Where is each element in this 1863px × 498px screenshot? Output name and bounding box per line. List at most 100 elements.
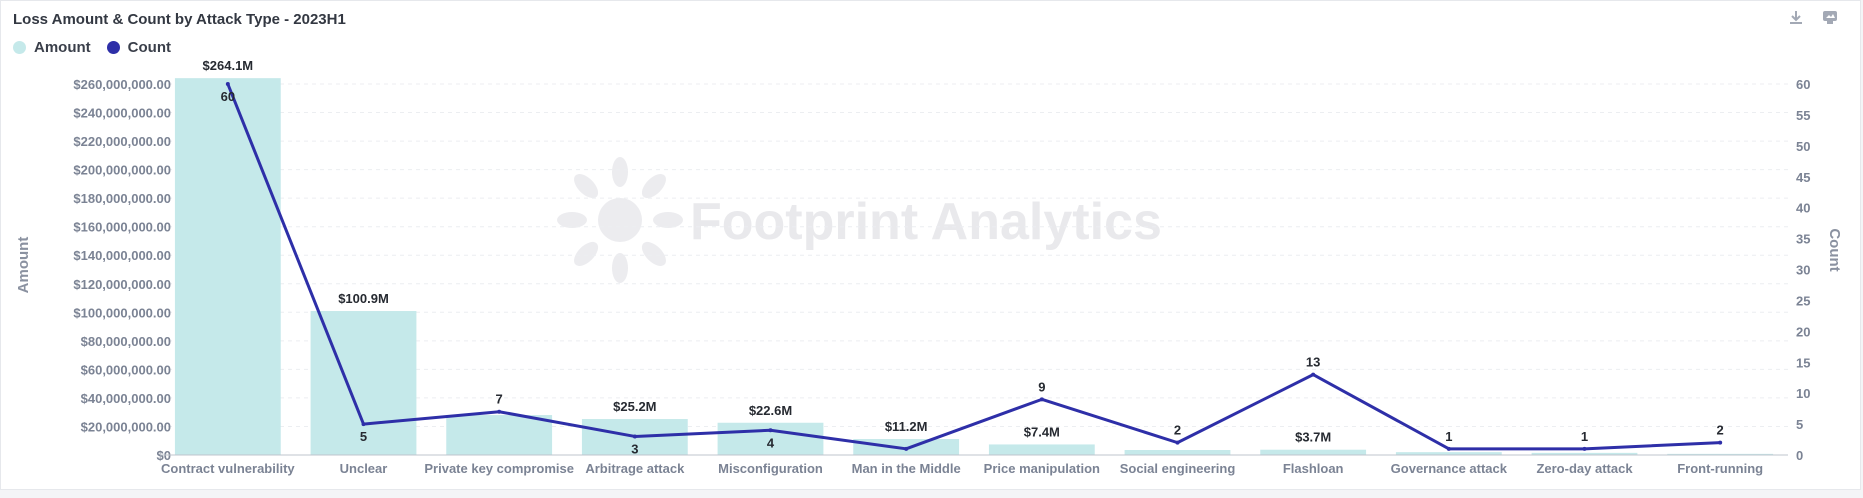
count-point — [1582, 446, 1587, 451]
count-point — [497, 409, 502, 414]
y2-tick-label: 55 — [1796, 108, 1810, 123]
y-tick-label: $260,000,000.00 — [73, 77, 171, 92]
count-point — [768, 428, 773, 433]
x-tick-label: Misconfiguration — [718, 461, 823, 476]
count-point — [632, 434, 637, 439]
y2-tick-label: 45 — [1796, 170, 1810, 185]
y-tick-label: $220,000,000.00 — [73, 134, 171, 149]
y-tick-label: $180,000,000.00 — [73, 191, 171, 206]
count-data-label: 1 — [1581, 429, 1588, 444]
y2-tick-label: 15 — [1796, 355, 1810, 370]
y-tick-label: $240,000,000.00 — [73, 106, 171, 121]
count-data-label: 7 — [496, 392, 503, 407]
bar — [717, 422, 824, 455]
bar-data-label: $3.7M — [1295, 430, 1331, 445]
legend-swatch-count — [106, 41, 120, 54]
count-point — [1175, 440, 1180, 445]
count-data-label: 13 — [1306, 355, 1320, 370]
chart-toolbar — [1786, 9, 1840, 29]
count-data-label: 2 — [1717, 423, 1724, 438]
x-tick-label: Front-running — [1677, 461, 1763, 476]
x-tick-label: Governance attack — [1391, 461, 1508, 476]
x-tick-label: Zero-day attack — [1536, 461, 1633, 476]
watermark-core — [598, 198, 642, 242]
count-data-label: 2 — [1174, 423, 1181, 438]
watermark-petal — [612, 253, 628, 283]
count-data-label: 3 — [631, 441, 638, 456]
bar — [1531, 452, 1638, 455]
x-tick-label: Private key compromise — [424, 461, 574, 476]
image-export-icon[interactable] — [1820, 9, 1840, 29]
watermark-petal — [641, 174, 666, 199]
chart-title: Loss Amount & Count by Attack Type - 202… — [13, 11, 346, 28]
y-tick-label: $100,000,000.00 — [73, 305, 171, 320]
bar-data-label: $7.4M — [1024, 424, 1060, 439]
watermark-petal — [641, 241, 666, 266]
watermark-text: Footprint Analytics — [690, 193, 1162, 251]
count-data-label: 5 — [360, 429, 367, 444]
watermark-logo — [557, 157, 683, 283]
legend-label-count: Count — [127, 39, 171, 56]
bar-data-label: $25.2M — [613, 399, 656, 414]
legend-item-count[interactable]: Count — [106, 39, 171, 56]
y-tick-label: $160,000,000.00 — [73, 220, 171, 235]
legend-item-amount[interactable]: Amount — [13, 39, 91, 56]
count-point — [225, 82, 230, 86]
watermark-petal — [557, 212, 587, 228]
y-tick-label: $40,000,000.00 — [81, 391, 171, 406]
chart-legend: Amount Count — [13, 39, 171, 56]
x-tick-label: Flashloan — [1283, 461, 1344, 476]
y-tick-label: $140,000,000.00 — [73, 248, 171, 263]
bar — [1260, 449, 1367, 455]
legend-swatch-amount — [13, 41, 26, 54]
count-data-label: 9 — [1038, 379, 1045, 394]
y2-tick-label: 60 — [1796, 77, 1810, 92]
y-tick-label: $20,000,000.00 — [81, 419, 171, 434]
count-point — [1311, 372, 1316, 377]
bar-data-label: $100.9M — [338, 291, 389, 306]
bar-data-label: $22.6M — [749, 403, 792, 418]
y2-tick-label: 0 — [1796, 448, 1803, 463]
bar-data-label: $264.1M — [203, 58, 254, 73]
count-line — [226, 83, 1721, 451]
y-tick-label: $120,000,000.00 — [73, 277, 171, 292]
bar-data-label: $11.2M — [885, 419, 928, 434]
y-tick-label: $200,000,000.00 — [73, 163, 171, 178]
y-axis-title: Amount — [15, 237, 32, 294]
count-point — [361, 422, 366, 427]
count-point — [1446, 446, 1451, 451]
download-icon[interactable] — [1786, 9, 1806, 29]
bar — [1395, 452, 1502, 455]
x-tick-label: Social engineering — [1120, 461, 1236, 476]
y2-axis-title: Count — [1826, 228, 1843, 271]
y2-tick-label: 40 — [1796, 201, 1810, 216]
y2-tick-label: 30 — [1796, 263, 1810, 278]
bar — [1124, 450, 1231, 455]
y2-tick-label: 25 — [1796, 293, 1810, 308]
y-tick-label: $60,000,000.00 — [81, 362, 171, 377]
count-point — [1039, 397, 1044, 402]
bar — [988, 444, 1095, 455]
y2-tick-label: 50 — [1796, 139, 1810, 154]
y2-tick-label: 10 — [1796, 386, 1810, 401]
x-tick-label: Arbitrage attack — [585, 461, 685, 476]
count-data-label: 1 — [1445, 429, 1452, 444]
bar — [446, 415, 553, 455]
bar — [174, 78, 281, 456]
y-tick-label: $80,000,000.00 — [81, 334, 171, 349]
x-tick-label: Price manipulation — [984, 461, 1100, 476]
watermark-petal — [653, 212, 683, 228]
count-data-label: 4 — [767, 435, 775, 450]
count-point — [904, 446, 909, 451]
y2-tick-label: 35 — [1796, 232, 1810, 247]
y2-tick-label: 5 — [1796, 417, 1803, 432]
x-tick-label: Contract vulnerability — [161, 461, 295, 476]
watermark-petal — [574, 174, 599, 199]
watermark-petal — [612, 157, 628, 187]
count-point — [1718, 440, 1723, 445]
legend-label-amount: Amount — [34, 39, 91, 56]
x-tick-label: Man in the Middle — [852, 461, 961, 476]
y2-tick-label: 20 — [1796, 324, 1810, 339]
